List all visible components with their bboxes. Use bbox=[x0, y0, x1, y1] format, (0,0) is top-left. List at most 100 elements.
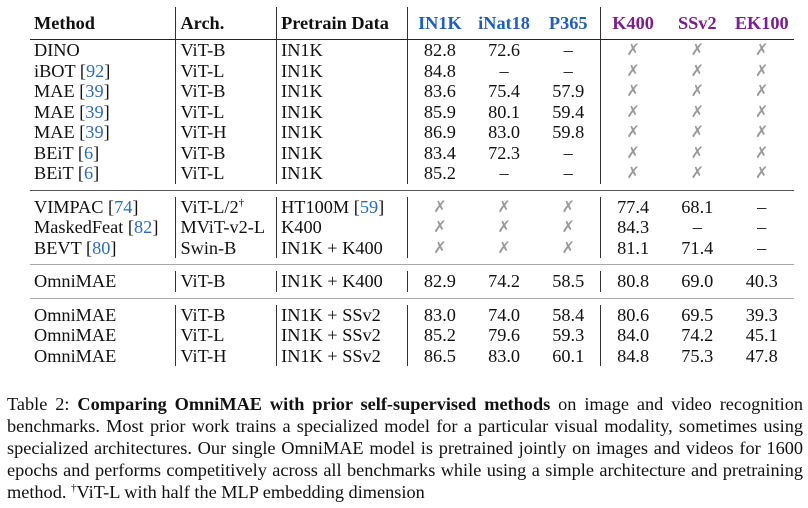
arch-name: ViT-L bbox=[180, 101, 225, 122]
table-row: BEVT [80] Swin-B IN1K + K400 ✗ ✗ ✗ 81.1 71.4 – bbox=[30, 237, 794, 258]
arch-name: ViT-H bbox=[180, 122, 227, 142]
method-cell: iBOT [92] bbox=[30, 60, 177, 81]
pretrain-cell: HT100M [59] bbox=[276, 196, 408, 217]
method-name: MAE bbox=[34, 101, 75, 122]
not-applicable-icon-ek100: ✗ bbox=[755, 163, 769, 182]
not-applicable-icon-ssv2: ✗ bbox=[690, 40, 704, 59]
header-inat18: iNat18 bbox=[478, 12, 530, 33]
arch-cell: ViT-L bbox=[175, 163, 278, 184]
not-applicable-icon-ek100: ✗ bbox=[755, 101, 769, 121]
citation-link[interactable]: 82 bbox=[134, 217, 153, 237]
score-inat18: 83.0 bbox=[488, 122, 521, 142]
citation-link[interactable]: 6 bbox=[83, 163, 94, 183]
not-applicable-icon-k400: ✗ bbox=[626, 142, 640, 162]
pretrain-data: IN1K + SSv2 bbox=[281, 325, 381, 345]
citation-link[interactable]: 39 bbox=[85, 101, 104, 122]
method-name: iBOT bbox=[34, 60, 76, 81]
score-ssv2: 71.4 bbox=[681, 237, 714, 258]
pretrain-data: IN1K bbox=[281, 101, 323, 122]
not-applicable-icon-ssv2: ✗ bbox=[690, 122, 704, 141]
method-cell: BEiT [6] bbox=[30, 163, 177, 184]
table-row: MAE [39] ViT-L IN1K 85.9 80.1 59.4 ✗ ✗ ✗ bbox=[30, 101, 794, 122]
score-inat18: – bbox=[499, 60, 509, 81]
citation-link[interactable]: 80 bbox=[92, 237, 111, 258]
score-ek100: 40.3 bbox=[745, 271, 778, 291]
arch-cell: ViT-B bbox=[175, 39, 278, 61]
arch-footnote-mark: † bbox=[238, 196, 245, 209]
score-in1k: 85.2 bbox=[423, 163, 456, 183]
arch-name: ViT-B bbox=[180, 81, 226, 101]
not-applicable-icon-in1k: ✗ bbox=[433, 196, 447, 216]
arch-cell: ViT-L/2† bbox=[175, 196, 278, 217]
caption-footnote: ViT-L with half the MLP embedding dimens… bbox=[76, 482, 425, 502]
table-row: BEiT [6] ViT-L IN1K 85.2 – – ✗ ✗ ✗ bbox=[30, 163, 794, 184]
pretrain-data: IN1K + SSv2 bbox=[281, 304, 381, 325]
score-k400: 80.6 bbox=[617, 304, 650, 325]
not-applicable-icon-k400: ✗ bbox=[626, 122, 640, 141]
not-applicable-icon-inat18: ✗ bbox=[497, 217, 511, 236]
method-name: BEiT bbox=[34, 142, 74, 163]
not-applicable-icon-ssv2: ✗ bbox=[690, 142, 704, 162]
arch-name: ViT-L bbox=[180, 325, 225, 345]
pretrain-data: IN1K bbox=[281, 122, 323, 142]
method-name: BEiT bbox=[34, 163, 74, 183]
score-in1k: 83.0 bbox=[423, 304, 456, 325]
method-cell: MaskedFeat [82] bbox=[30, 217, 177, 238]
caption-bold: Comparing OmniMAE with prior self-superv… bbox=[77, 394, 551, 414]
score-ek100: 47.8 bbox=[745, 345, 778, 366]
citation-link[interactable]: 74 bbox=[114, 196, 133, 217]
score-p365: 57.9 bbox=[536, 81, 602, 102]
pretrain-cell: IN1K + SSv2 bbox=[276, 304, 408, 325]
pretrain-cell: IN1K + K400 bbox=[276, 271, 408, 292]
table-row: MAE [39] ViT-H IN1K 86.9 83.0 59.8 ✗ ✗ ✗ bbox=[30, 122, 794, 143]
score-k400: 84.3 bbox=[617, 217, 650, 237]
not-applicable-icon-ek100: ✗ bbox=[755, 60, 769, 80]
arch-cell: ViT-B bbox=[175, 304, 278, 325]
citation-link[interactable]: 39 bbox=[85, 81, 104, 101]
score-p365: 59.4 bbox=[536, 101, 602, 122]
score-inat18: 74.2 bbox=[488, 271, 521, 291]
not-applicable-icon-ek100: ✗ bbox=[755, 122, 769, 141]
arch-cell: ViT-B bbox=[175, 81, 278, 102]
group-separator bbox=[30, 189, 794, 191]
score-k400: 84.0 bbox=[617, 325, 650, 345]
pretrain-data: IN1K bbox=[281, 40, 323, 60]
score-ek100: 45.1 bbox=[745, 325, 778, 345]
pretrain-cell: IN1K + SSv2 bbox=[276, 325, 408, 346]
header-p365: P365 bbox=[536, 7, 602, 40]
citation-link[interactable]: 92 bbox=[85, 60, 105, 81]
citation-link[interactable]: 39 bbox=[85, 122, 104, 142]
not-applicable-icon-ssv2: ✗ bbox=[690, 60, 704, 80]
method-cell: VIMPAC [74] bbox=[30, 196, 177, 217]
pretrain-data: IN1K + SSv2 bbox=[281, 345, 381, 366]
results-table: Method Arch. Pretrain Data IN1K iNat18 P… bbox=[30, 7, 794, 366]
citation-link[interactable]: 6 bbox=[83, 142, 94, 163]
pretrain-cell: K400 bbox=[276, 217, 408, 238]
header-arch: Arch. bbox=[175, 7, 278, 40]
method-name: MAE bbox=[34, 122, 75, 142]
score-ssv2: 75.3 bbox=[681, 345, 714, 366]
not-applicable-icon-inat18: ✗ bbox=[497, 196, 511, 216]
score-ek100: 39.3 bbox=[745, 304, 778, 325]
pretrain-cell: IN1K + SSv2 bbox=[276, 345, 408, 366]
score-ek100: – bbox=[757, 217, 767, 237]
method-cell: OmniMAE bbox=[30, 271, 177, 292]
not-applicable-icon-in1k: ✗ bbox=[433, 237, 447, 257]
header-ek100: EK100 bbox=[734, 12, 789, 33]
pretrain-cell: IN1K bbox=[276, 122, 408, 143]
score-in1k: 82.9 bbox=[423, 271, 456, 291]
score-inat18: 75.4 bbox=[488, 81, 521, 101]
header-row: Method Arch. Pretrain Data IN1K iNat18 P… bbox=[30, 7, 794, 40]
table-row: BEiT [6] ViT-B IN1K 83.4 72.3– ✗ ✗ ✗ bbox=[30, 142, 794, 163]
header-k400: K400 bbox=[612, 12, 654, 33]
arch-cell: Swin-B bbox=[175, 237, 278, 258]
pretrain-data: IN1K + K400 bbox=[281, 271, 383, 291]
not-applicable-icon-ssv2: ✗ bbox=[690, 81, 704, 100]
pretrain-cell: IN1K bbox=[276, 142, 408, 163]
pretrain-data: IN1K bbox=[281, 60, 323, 81]
arch-name: ViT-H bbox=[180, 345, 227, 366]
score-ssv2: 69.5 bbox=[681, 304, 714, 325]
arch-cell: ViT-L bbox=[175, 101, 278, 122]
citation-link[interactable]: 59 bbox=[359, 196, 379, 217]
not-applicable-icon-ek100: ✗ bbox=[755, 81, 769, 100]
